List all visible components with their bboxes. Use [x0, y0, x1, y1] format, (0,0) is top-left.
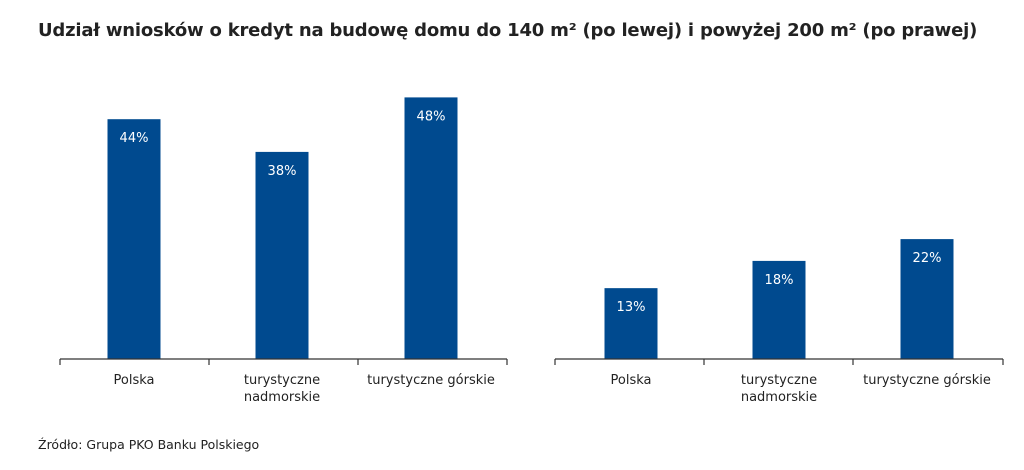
left-category-label-3: turystyczne górskie [367, 373, 495, 388]
chart-title: Udział wniosków o kredyt na budowę domu … [38, 20, 978, 41]
left-bar-label-2: 38% [268, 164, 297, 179]
left-bar-1 [107, 119, 161, 359]
source-note: Źródło: Grupa PKO Banku Polskiego [38, 437, 260, 452]
right-category-label-2-line-1: turystyczne [741, 373, 817, 388]
right-category-label-2-line-2: nadmorskie [741, 390, 817, 405]
left-bar-label-3: 48% [417, 109, 446, 124]
right-bar-label-2: 18% [765, 273, 794, 288]
left-bar-label-1: 44% [120, 131, 149, 146]
right-bar-3 [900, 239, 954, 359]
left-bar-2 [255, 151, 309, 359]
right-bar-label-1: 13% [617, 300, 646, 315]
left-bar-3 [404, 97, 458, 360]
left-category-label-2-line-2: nadmorskie [244, 390, 320, 405]
left-category-label-2-line-1: turystyczne [244, 373, 320, 388]
right-bar-label-3: 22% [913, 251, 942, 266]
right-category-label-3: turystyczne górskie [863, 373, 991, 388]
right-category-label-1: Polska [611, 373, 652, 388]
right-bar-2 [752, 260, 806, 359]
left-category-label-1: Polska [114, 373, 155, 388]
right-bar-1 [604, 288, 658, 359]
